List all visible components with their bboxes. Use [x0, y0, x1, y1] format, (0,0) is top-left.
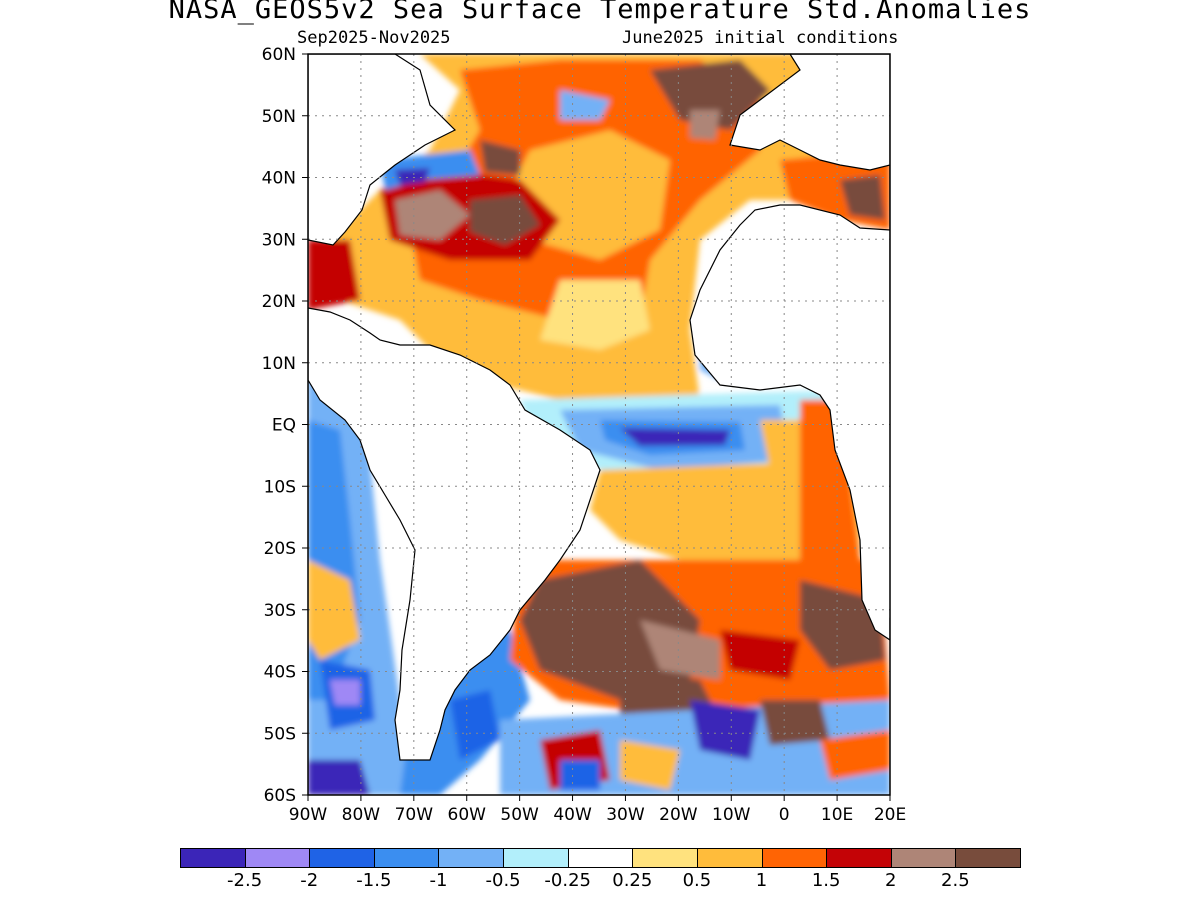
colorbar-label: 1	[755, 870, 768, 891]
colorbar-swatch	[761, 848, 828, 868]
colorbar-label: -1.5	[356, 870, 392, 891]
colorbar-label: -0.25	[544, 870, 591, 891]
lon-label: 50W	[500, 805, 539, 825]
lon-label: 40W	[553, 805, 592, 825]
map-title: NASA_GEOS5v2 Sea Surface Temperature Std…	[168, 0, 1032, 25]
lon-label: 70W	[395, 805, 434, 825]
lon-label: 60W	[448, 805, 487, 825]
axis-ticks	[302, 53, 891, 801]
longitude-labels: 90W 80W 70W 60W 50W 40W 30W 20W 10W 0 10E 20E	[289, 805, 906, 825]
colorbar-swatch	[826, 848, 892, 868]
lon-label: 30W	[606, 805, 645, 825]
lat-label: 60N	[262, 45, 296, 65]
forecast-period: Sep2025-Nov2025	[297, 28, 451, 48]
lat-label: 30N	[262, 230, 296, 250]
colorbar-swatch	[244, 848, 311, 868]
colorbar-label: 2.5	[941, 870, 970, 891]
lon-label: 80W	[342, 805, 381, 825]
lat-label: 10S	[264, 477, 296, 497]
colorbar-swatch	[890, 848, 957, 868]
lon-label: 20W	[659, 805, 698, 825]
north-america-land	[308, 54, 457, 246]
africa-interior	[820, 240, 890, 620]
lat-label: 10N	[262, 354, 296, 374]
colorbar-label: 1.5	[811, 870, 841, 891]
colorbar-swatch	[309, 848, 375, 868]
colorbar-label: 2	[885, 870, 897, 891]
lat-label: 30S	[264, 601, 296, 621]
south-america-land	[308, 307, 601, 761]
colorbar-swatch	[373, 848, 440, 868]
lat-label: 20N	[262, 292, 296, 312]
colorbar-swatch	[567, 848, 634, 868]
map-gridlines	[308, 54, 890, 795]
lat-label: 20S	[264, 539, 296, 559]
lon-label: 10W	[712, 805, 751, 825]
colorbar-swatch	[696, 848, 763, 868]
colorbar-label: 0.25	[612, 870, 653, 891]
colorbar-label: -1	[429, 870, 448, 891]
lat-label: 60S	[264, 786, 296, 806]
lat-label: 40S	[264, 663, 296, 683]
lat-label: EQ	[272, 416, 296, 436]
lon-label: 90W	[289, 805, 328, 825]
colorbar-swatch	[438, 848, 505, 868]
lat-label: 50N	[262, 107, 296, 127]
colorbar-label: -2.5	[227, 870, 263, 891]
anomaly-field	[308, 54, 890, 795]
lon-label: 20E	[874, 805, 906, 825]
lon-label: 10E	[821, 805, 853, 825]
initial-conditions-label: June2025 initial conditions	[622, 28, 899, 48]
colorbar-label: -0.5	[485, 870, 521, 891]
europe-africa-land	[689, 54, 890, 641]
colorbar-label: -2	[300, 870, 319, 891]
lon-label: 0	[779, 805, 790, 825]
colorbar-swatch	[503, 848, 569, 868]
colorbar-swatch	[180, 848, 246, 868]
latitude-labels: 60N 50N 40N 30N 20N 10N EQ 10S 20S 30S 40S 50S 60S	[262, 45, 296, 806]
lat-label: 50S	[264, 724, 296, 744]
lat-label: 40N	[262, 169, 296, 189]
colorbar-swatch	[632, 848, 698, 868]
colorbar-label: 0.5	[682, 870, 712, 891]
colorbar-swatch	[955, 848, 1021, 868]
